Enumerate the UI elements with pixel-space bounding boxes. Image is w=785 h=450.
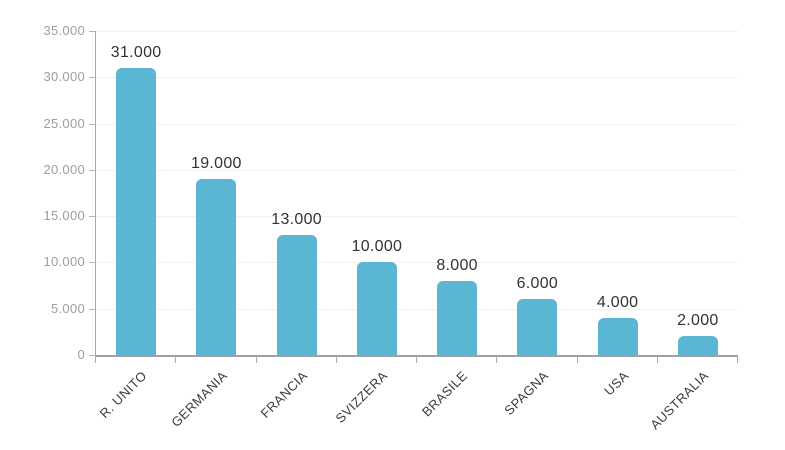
bar-spagna bbox=[517, 299, 558, 355]
x-axis-label: AUSTRALIA bbox=[647, 368, 712, 433]
bar-value-label: 19.000 bbox=[191, 155, 242, 172]
gridline bbox=[96, 31, 738, 32]
bar-australia bbox=[677, 336, 718, 355]
y-axis-tick bbox=[89, 170, 95, 171]
bar-francia bbox=[276, 235, 317, 355]
y-axis-tick-label: 35.000 bbox=[43, 23, 85, 38]
bar-germania bbox=[196, 179, 237, 355]
y-axis-tick bbox=[89, 262, 95, 263]
bar-value-label: 31.000 bbox=[110, 44, 162, 61]
bar-value-label: 4.000 bbox=[596, 294, 639, 311]
x-axis-tick bbox=[737, 357, 738, 363]
plot-area: 31.000 19.000 13.000 10.000 8.000 6.000 4.000 2… bbox=[95, 31, 738, 357]
gridline bbox=[96, 124, 738, 125]
x-axis-tick bbox=[95, 357, 96, 363]
y-axis-tick-label: 25.000 bbox=[43, 116, 85, 131]
bar-value-label: 8.000 bbox=[436, 257, 478, 274]
y-axis-tick bbox=[89, 216, 95, 217]
y-axis-tick bbox=[89, 355, 95, 356]
x-axis-tick bbox=[416, 357, 417, 363]
bar-svizzera bbox=[356, 262, 397, 355]
y-axis-tick bbox=[89, 31, 95, 32]
x-axis-tick bbox=[175, 357, 176, 363]
x-axis-label: R. UNITO bbox=[96, 368, 150, 422]
bar-value-label: 2.000 bbox=[677, 312, 719, 329]
x-axis-label: SPAGNA bbox=[501, 368, 551, 418]
x-axis-tick bbox=[657, 357, 658, 363]
gridline bbox=[96, 309, 738, 310]
gridline bbox=[96, 216, 738, 217]
y-axis-tick-label: 20.000 bbox=[43, 162, 85, 177]
x-axis-label: GERMANIA bbox=[168, 368, 230, 430]
x-axis-tick bbox=[577, 357, 578, 363]
bar-value-label: 10.000 bbox=[351, 238, 403, 255]
gridline bbox=[96, 77, 738, 78]
x-axis-label: FRANCIA bbox=[257, 368, 311, 421]
x-axis-label: SVIZZERA bbox=[332, 368, 391, 426]
gridline bbox=[96, 170, 738, 171]
y-axis-tick-label: 0 bbox=[77, 347, 85, 362]
gridline bbox=[96, 262, 738, 263]
bar-r-unito bbox=[116, 68, 157, 355]
y-axis-tick-label: 10.000 bbox=[43, 254, 85, 269]
x-axis-tick bbox=[496, 357, 497, 363]
y-axis-tick-label: 5.000 bbox=[50, 301, 85, 316]
y-axis-tick bbox=[89, 309, 95, 310]
y-axis-tick bbox=[89, 77, 95, 78]
x-axis-tick bbox=[256, 357, 257, 363]
y-axis-tick bbox=[89, 124, 95, 125]
y-axis-tick-label: 30.000 bbox=[43, 69, 85, 84]
x-axis-tick bbox=[336, 357, 337, 363]
bar-usa bbox=[597, 318, 638, 355]
bar-brasile bbox=[437, 281, 478, 355]
bar-value-label: 13.000 bbox=[271, 211, 322, 228]
bar-value-label: 6.000 bbox=[516, 275, 559, 292]
x-axis-label: USA bbox=[600, 368, 632, 399]
y-axis-tick-label: 15.000 bbox=[43, 208, 85, 223]
x-axis-label: BRASILE bbox=[419, 368, 471, 420]
